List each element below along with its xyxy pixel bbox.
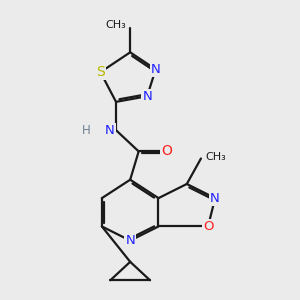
Text: N: N — [125, 234, 135, 247]
Text: H: H — [82, 124, 91, 137]
Text: CH₃: CH₃ — [105, 20, 126, 30]
Text: N: N — [210, 192, 220, 205]
Text: N: N — [151, 63, 160, 76]
Text: S: S — [96, 65, 105, 79]
Text: N: N — [142, 90, 152, 103]
Text: O: O — [161, 144, 172, 158]
Text: CH₃: CH₃ — [205, 152, 226, 162]
Text: N: N — [105, 124, 115, 137]
Text: O: O — [203, 220, 213, 233]
